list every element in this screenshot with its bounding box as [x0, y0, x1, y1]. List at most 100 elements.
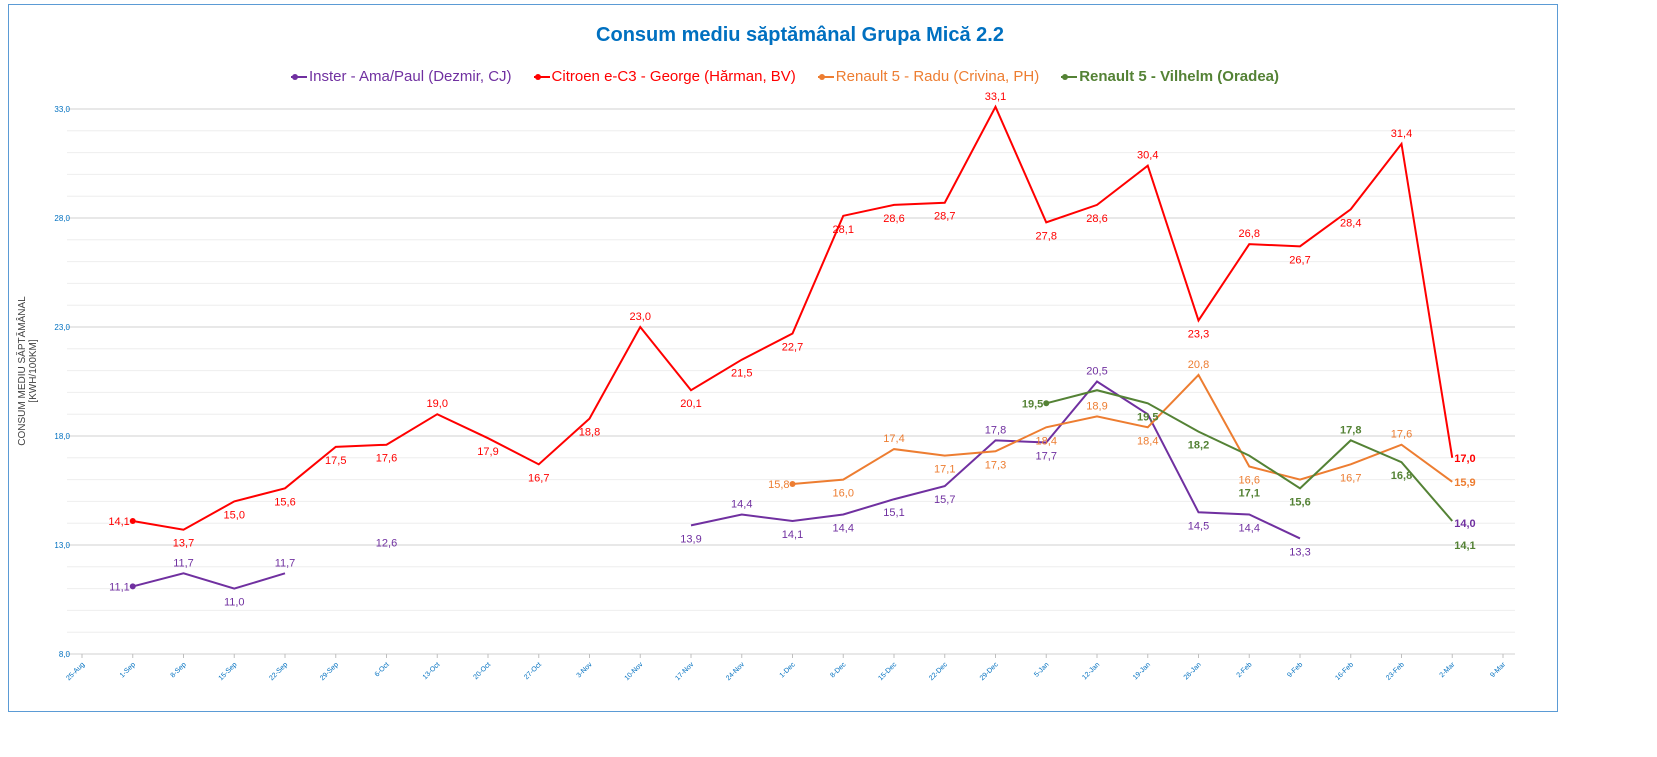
data-label: 16,7: [528, 472, 549, 484]
data-label: 18,8: [579, 427, 600, 439]
data-label: 31,4: [1391, 128, 1412, 140]
y-tick-label: 18,0: [54, 432, 70, 441]
x-tick-label: 5-Jan: [1033, 661, 1050, 678]
data-label: 16,0: [833, 488, 854, 500]
y-tick-label: 8,0: [59, 650, 71, 659]
data-label: 19,5: [1022, 398, 1043, 410]
y-tick-label: 13,0: [54, 541, 70, 550]
x-tick-label: 27-Oct: [523, 661, 543, 681]
data-label: 11,7: [173, 557, 194, 569]
legend-item-renault-vilhelm[interactable]: Renault 5 - Vilhelm (Oradea): [1061, 68, 1279, 85]
data-label: 28,6: [883, 213, 904, 225]
x-tick-label: 20-Oct: [472, 661, 492, 681]
legend-item-inster[interactable]: Inster - Ama/Paul (Dezmir, CJ): [291, 68, 512, 85]
data-label: 11,1: [109, 581, 130, 593]
data-label: 17,1: [934, 464, 955, 476]
data-label: 19,5: [1137, 411, 1158, 423]
data-label: 17,9: [477, 446, 498, 458]
series-start-marker: [129, 583, 136, 590]
x-tick-label: 25-Aug: [65, 661, 86, 682]
x-tick-label: 29-Sep: [319, 661, 340, 682]
legend-label: Inster - Ama/Paul (Dezmir, CJ): [309, 68, 512, 85]
data-label: 17,1: [1239, 488, 1260, 500]
x-tick-label: 13-Oct: [422, 661, 442, 681]
data-label: 11,0: [224, 597, 245, 609]
legend-item-citroen[interactable]: Citroen e-C3 - George (Hărman, BV): [533, 68, 796, 85]
data-label: 13,7: [173, 538, 194, 550]
data-label: 28,1: [833, 224, 854, 236]
legend-marker: [1061, 73, 1078, 80]
data-label: 17,8: [985, 424, 1006, 436]
y-tick-label: 28,0: [54, 214, 70, 223]
data-label: 14,1: [108, 516, 129, 528]
legend-label: Renault 5 - Radu (Crivina, PH): [835, 68, 1040, 85]
data-label: 27,8: [1036, 230, 1057, 242]
x-tick-label: 1-Dec: [779, 661, 798, 680]
x-tick-label: 19-Jan: [1132, 661, 1152, 681]
data-label: 14,1: [782, 529, 803, 541]
data-label: 15,0: [224, 509, 245, 521]
legend-item-renault-radu[interactable]: Renault 5 - Radu (Crivina, PH): [817, 68, 1040, 85]
x-tick-label: 17-Nov: [674, 661, 695, 682]
x-tick-label: 24-Nov: [725, 661, 746, 682]
data-label: 15,1: [883, 507, 904, 519]
data-label: 16,6: [1239, 475, 1260, 487]
x-tick-label: 2-Feb: [1236, 661, 1254, 679]
data-label: 13,9: [680, 533, 701, 545]
data-label: 20,5: [1086, 366, 1107, 378]
chart-title: Consum mediu săptămânal Grupa Mică 2.2: [596, 24, 1004, 46]
legend: Inster - Ama/Paul (Dezmir, CJ) Citroen e…: [0, 68, 1570, 85]
legend-label: Citroen e-C3 - George (Hărman, BV): [551, 68, 796, 85]
x-tick-label: 9-Mar: [1489, 661, 1507, 679]
data-label: 13,3: [1289, 546, 1310, 558]
data-label: 23,3: [1188, 328, 1209, 340]
data-label: 14,4: [1239, 522, 1260, 534]
data-label: 18,9: [1086, 400, 1107, 412]
data-label: 30,4: [1137, 150, 1158, 162]
x-tick-label: 15-Sep: [218, 661, 239, 682]
data-label: 15,6: [1289, 496, 1310, 508]
x-tick-label: 10-Nov: [624, 661, 645, 682]
legend-marker: [817, 73, 834, 80]
y-tick-label: 33,0: [54, 105, 70, 114]
x-tick-label: 15-Dec: [877, 661, 898, 682]
series-start-marker: [129, 518, 136, 525]
data-label: 11,7: [275, 557, 296, 569]
data-label: 22,7: [782, 342, 803, 354]
data-label: 14,5: [1188, 520, 1209, 532]
data-label: 33,1: [985, 91, 1006, 103]
x-tick-label: 22-Dec: [928, 661, 949, 682]
series-start-marker: [789, 480, 796, 487]
data-label: 12,6: [376, 538, 397, 550]
x-tick-label: 12-Jan: [1081, 661, 1101, 681]
data-label: 28,4: [1340, 217, 1361, 229]
x-tick-label: 6-Oct: [374, 661, 391, 678]
legend-marker: [291, 73, 307, 80]
data-label: 17,6: [376, 453, 397, 465]
series-line-2: [792, 373, 1453, 485]
data-label: 17,5: [325, 455, 346, 467]
x-tick-label: 23-Feb: [1385, 661, 1406, 682]
data-label: 21,5: [731, 368, 752, 380]
series-start-marker: [1043, 400, 1050, 407]
x-tick-label: 8-Dec: [829, 661, 848, 680]
data-label: 15,6: [274, 496, 295, 508]
data-label: 16,7: [1340, 472, 1361, 484]
x-tick-label: 22-Sep: [268, 661, 289, 682]
data-label: 26,7: [1289, 254, 1310, 266]
data-label: 14,4: [731, 498, 752, 510]
data-label: 17,8: [1340, 424, 1361, 436]
data-label: 16,8: [1391, 470, 1412, 482]
data-label: 20,8: [1188, 359, 1209, 371]
data-label: 17,6: [1391, 429, 1412, 441]
series-line-1: [132, 104, 1454, 531]
x-tick-label: 9-Feb: [1286, 661, 1304, 679]
data-label: 18,4: [1036, 435, 1057, 447]
data-label: 28,7: [934, 211, 955, 223]
data-label: 26,8: [1239, 228, 1260, 240]
data-label: 15,9: [1454, 477, 1475, 489]
data-label: 18,4: [1137, 435, 1158, 447]
x-tick-label: 16-Feb: [1334, 661, 1355, 682]
data-label: 28,6: [1086, 213, 1107, 225]
